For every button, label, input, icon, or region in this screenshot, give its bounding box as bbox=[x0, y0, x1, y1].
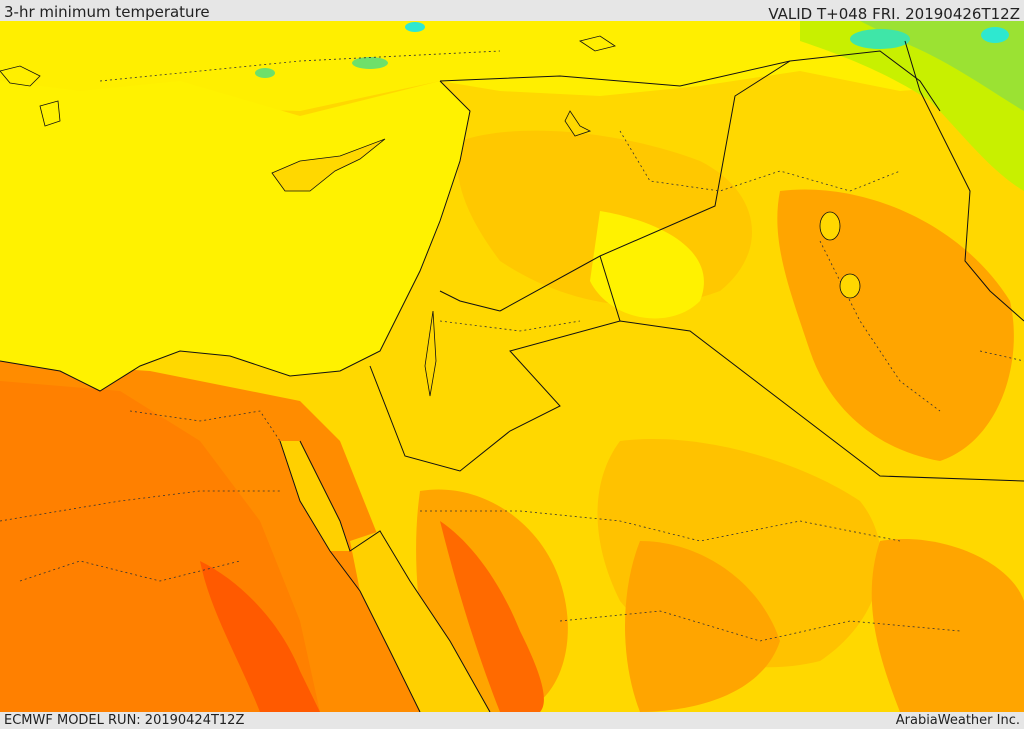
gulf-of-suez bbox=[280, 441, 350, 551]
iraq-orange-region bbox=[777, 189, 1014, 461]
valid-time-label: VALID T+048 FRI. 20190426T12Z bbox=[768, 5, 1020, 23]
admin-line-7 bbox=[819, 240, 941, 412]
model-run-label: ECMWF MODEL RUN: 20190424T12Z bbox=[4, 713, 245, 728]
red-sea-east-coast bbox=[299, 440, 491, 712]
hejaz-hot-strip bbox=[440, 521, 544, 712]
temperature-map bbox=[0, 21, 1024, 712]
lake-tharthar bbox=[819, 211, 841, 241]
green-cold-spot-2 bbox=[255, 68, 275, 78]
aegean-island-2 bbox=[39, 100, 61, 127]
najd-orange bbox=[625, 541, 780, 712]
syria-cool-patch bbox=[590, 211, 704, 319]
red-sea-west-coast bbox=[279, 440, 421, 712]
mediterranean-coast bbox=[0, 80, 471, 392]
cyan-cold-spot-2 bbox=[405, 22, 425, 32]
turkey-region bbox=[0, 21, 1024, 116]
border-syria-iraq bbox=[499, 60, 791, 312]
border-turkey-syria bbox=[439, 50, 941, 112]
lake-assad bbox=[564, 110, 592, 137]
border-syria-jordan bbox=[439, 290, 501, 312]
reservoir-outline bbox=[579, 35, 616, 52]
border-jordan-iraq bbox=[599, 255, 621, 322]
map-title: 3-hr minimum temperature bbox=[4, 3, 210, 21]
admin-line-5 bbox=[99, 50, 501, 82]
lake-razazza bbox=[839, 273, 861, 299]
border-jordan-saudi-iraq bbox=[369, 320, 1024, 482]
admin-line-2 bbox=[439, 320, 581, 332]
border-iraq-iran bbox=[904, 40, 1024, 322]
green-cold-spot-1 bbox=[352, 57, 388, 69]
admin-line-6 bbox=[619, 130, 901, 192]
cyprus-island bbox=[271, 138, 386, 192]
aegean-island-1 bbox=[0, 65, 41, 87]
admin-line-4 bbox=[559, 610, 961, 642]
red-sea bbox=[350, 531, 490, 712]
cyan-cold-band bbox=[850, 29, 910, 49]
egypt-hot-strip bbox=[200, 561, 320, 712]
east-orange bbox=[871, 539, 1024, 712]
cyan-cold-spot bbox=[981, 27, 1009, 43]
credit-label: ArabiaWeather Inc. bbox=[895, 713, 1020, 728]
admin-line-3 bbox=[420, 510, 901, 542]
admin-line-1 bbox=[0, 490, 280, 522]
dead-sea bbox=[424, 310, 437, 397]
admin-line-9 bbox=[19, 560, 241, 582]
ne-green-region bbox=[860, 21, 1024, 111]
admin-line-8 bbox=[129, 410, 281, 442]
map-canvas bbox=[0, 21, 1024, 712]
